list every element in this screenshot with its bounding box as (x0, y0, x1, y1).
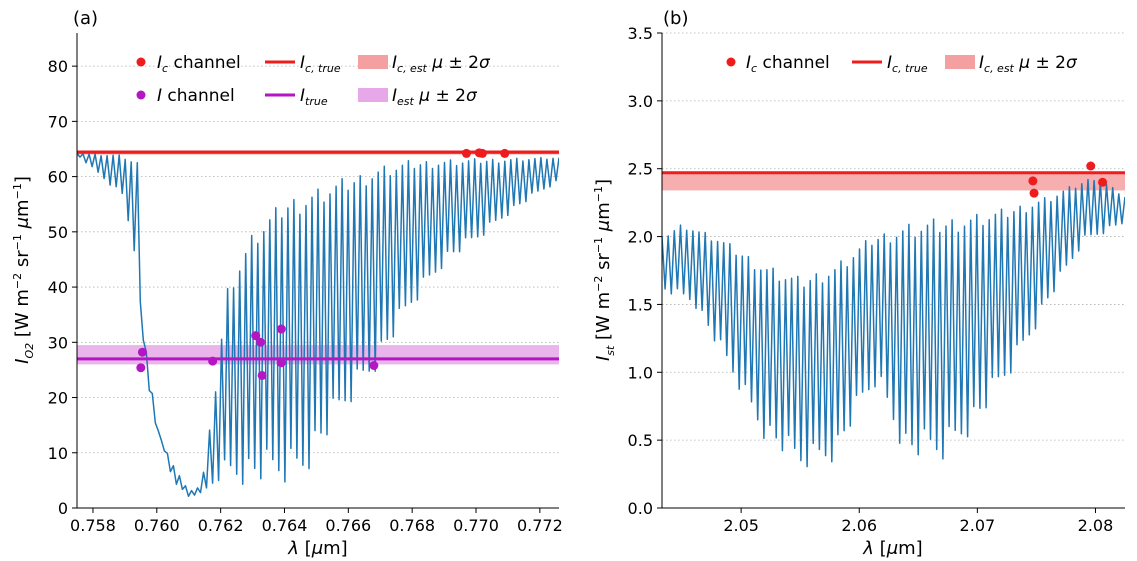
channel-point (256, 337, 266, 347)
panel-b-legend: Ic channel Ic, true Ic, est μ ± 2σ (726, 53, 1078, 75)
legend-a-i-est-label: Iest μ ± 2σ (392, 86, 478, 108)
legend-a-i-est-swatch (358, 88, 388, 102)
channel-point (1029, 188, 1039, 198)
x-tick-label: 0.770 (453, 516, 499, 535)
panel-a-legend: Ic channel Ic, true Ic, est μ ± 2σ I cha… (136, 53, 491, 108)
legend-b-ic-true-label: Ic, true (887, 53, 928, 75)
legend-a-i-channel-marker (136, 90, 146, 100)
y-tick-label: 0.5 (628, 431, 653, 450)
channel-point (500, 148, 510, 158)
channel-point (251, 331, 261, 341)
y-tick-label: 1.5 (628, 295, 653, 314)
legend-b-ic-channel-label: Ic channel (746, 53, 830, 75)
panel-b-y-axis-label: Ist [W m−2 sr−1 μm−1] (592, 179, 617, 361)
x-tick-label: 0.768 (389, 516, 435, 535)
channel-point (276, 358, 286, 368)
x-tick-label: 2.05 (723, 516, 759, 535)
channel-point (1086, 161, 1096, 171)
panel-b-ticks: 0.0 0.5 1.0 1.5 2.0 2.5 3.0 3.5 2.05 2.06 2.07 2.08 (628, 24, 1114, 535)
channel-point (257, 370, 267, 380)
channel-point (1098, 177, 1108, 187)
y-tick-label: 2.5 (628, 160, 653, 179)
legend-a-ic-channel-marker (136, 57, 146, 67)
panel-b-points (1028, 161, 1108, 198)
y-tick-label: 0.0 (628, 499, 653, 518)
x-tick-label: 2.06 (841, 516, 877, 535)
panel-b-bands (662, 172, 1125, 191)
legend-a-i-channel-label: I channel (157, 86, 235, 106)
spectrum-line (662, 178, 1125, 468)
y-tick-label: 1.0 (628, 363, 653, 382)
legend-b-ic-est-label: Ic, est μ ± 2σ (979, 53, 1078, 75)
y-tick-label: 50 (48, 223, 68, 242)
y-tick-label: 80 (48, 57, 68, 76)
channel-point (477, 148, 487, 158)
channel-point (208, 356, 218, 366)
x-tick-label: 2.07 (960, 516, 996, 535)
channel-point (461, 148, 471, 158)
legend-a-ic-est-label: Ic, est μ ± 2σ (392, 53, 491, 75)
y-tick-label: 3.0 (628, 92, 653, 111)
channel-point (137, 347, 147, 357)
channel-point (136, 363, 146, 373)
legend-a-ic-true-label: Ic, true (300, 53, 341, 75)
x-tick-label: 0.760 (134, 516, 180, 535)
channel-point (369, 361, 379, 370)
panel-b-x-axis-label: λ [μm] (862, 538, 922, 559)
chart-panel-b: (b) 0.0 0.5 1.0 1.5 2.0 2.5 3.0 3.5 2.05 2.06 2.07… (592, 8, 1125, 559)
uncertainty-band (662, 172, 1125, 191)
legend-b-ic-est-swatch (945, 55, 975, 69)
panel-a-spectrum (77, 152, 559, 498)
uncertainty-band (77, 345, 559, 365)
spectrum-line (77, 152, 559, 498)
x-tick-label: 0.766 (325, 516, 371, 535)
x-tick-label: 0.762 (198, 516, 244, 535)
chart-panel-a: (a) 0 10 20 30 40 50 60 70 80 0.758 0.760 0.762 0.76… (11, 8, 563, 559)
x-tick-label: 0.772 (517, 516, 563, 535)
panel-a-gridlines (77, 65, 559, 454)
channel-point (276, 324, 286, 334)
panel-b-spectrum (662, 178, 1125, 468)
channel-point (1028, 176, 1038, 186)
y-tick-label: 40 (48, 278, 68, 297)
x-tick-label: 0.758 (70, 516, 116, 535)
x-tick-label: 2.08 (1078, 516, 1114, 535)
panel-a-bands (77, 150, 559, 365)
y-tick-label: 20 (48, 389, 68, 408)
y-tick-label: 70 (48, 112, 68, 131)
legend-a-ic-est-swatch (358, 55, 388, 69)
legend-a-ic-channel-label: Ic channel (157, 53, 241, 75)
y-tick-label: 0 (58, 499, 68, 518)
panel-a-reference-lines (77, 150, 559, 361)
legend-a-i-true-label: Itrue (300, 86, 328, 108)
x-tick-label: 0.764 (262, 516, 308, 535)
legend-b-ic-channel-marker (726, 57, 736, 67)
y-tick-label: 2.0 (628, 228, 653, 247)
panel-a-y-axis-label: IO2 [W m−2 sr−1 μm−1] (11, 176, 36, 364)
y-tick-label: 30 (48, 333, 68, 352)
panel-a-ticks: 0 10 20 30 40 50 60 70 80 0.758 0.760 0.762 0.764 0.7… (48, 57, 563, 535)
panel-a-points (136, 148, 510, 380)
y-tick-label: 10 (48, 444, 68, 463)
panel-a-label: (a) (73, 8, 98, 29)
y-tick-label: 3.5 (628, 24, 653, 43)
panel-b-label: (b) (663, 8, 688, 29)
y-tick-label: 60 (48, 168, 68, 187)
panel-a-x-axis-label: λ [μm] (287, 538, 347, 559)
